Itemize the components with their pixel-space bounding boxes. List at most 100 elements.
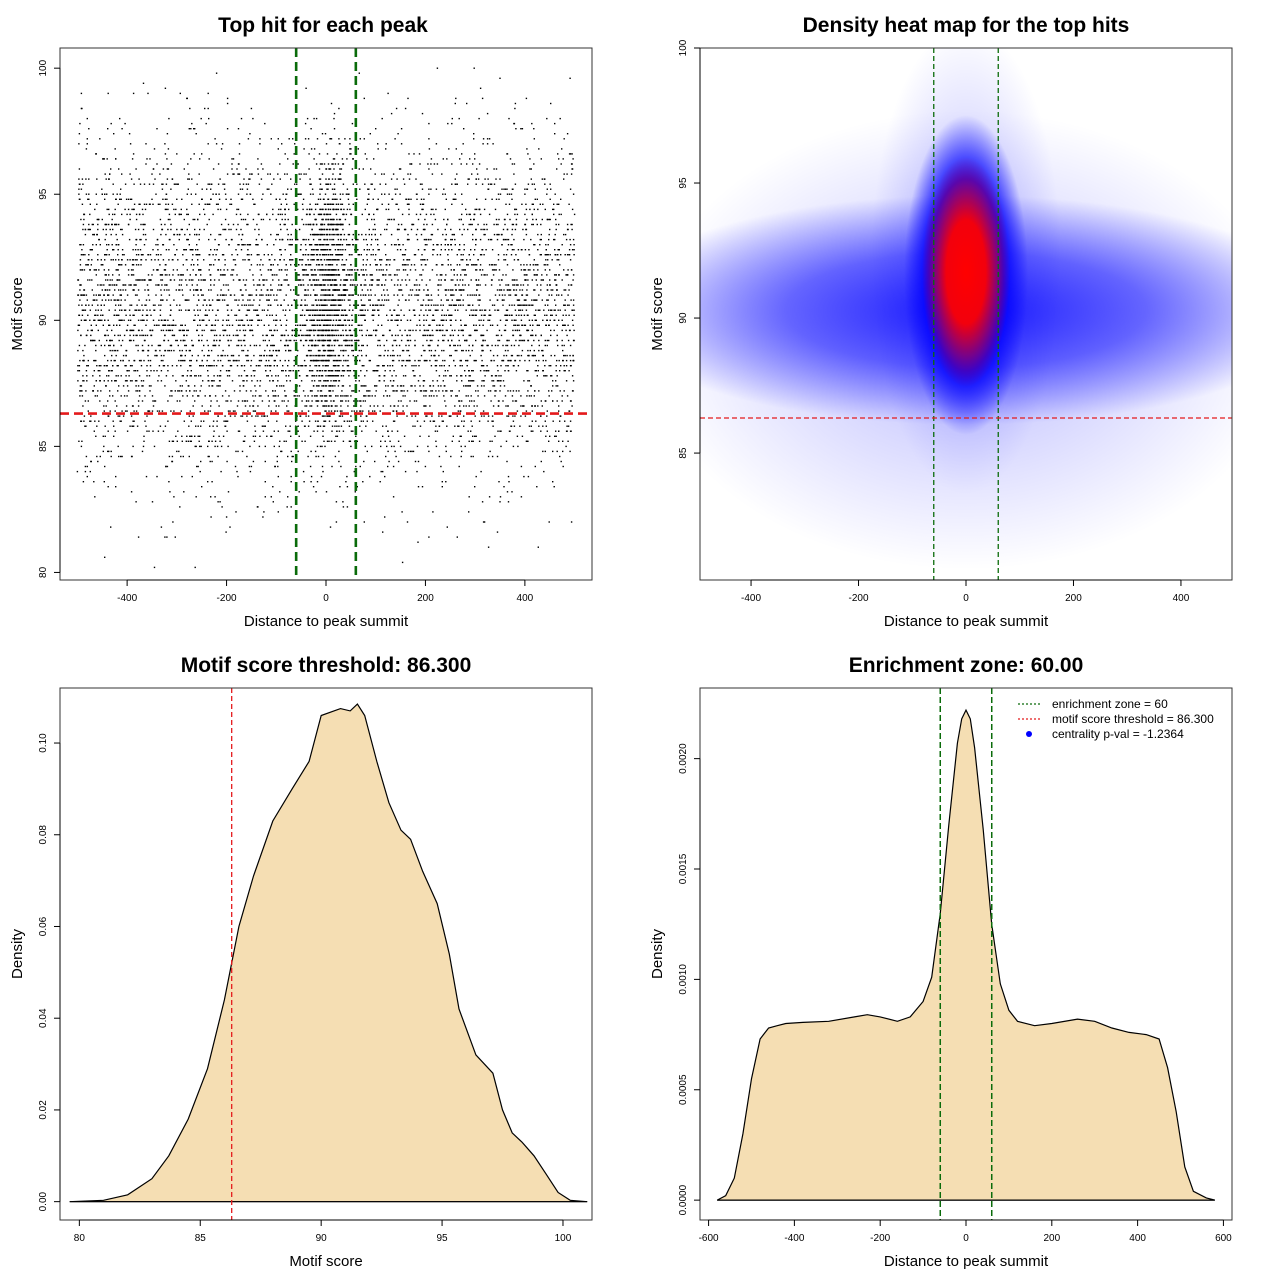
scatter-point [327,289,329,291]
scatter-point [465,405,467,407]
scatter-point [455,289,457,291]
scatter-point [572,193,575,195]
scatter-point [564,289,567,291]
scatter-point [342,501,344,503]
scatter-point [232,334,235,337]
scatter-point [222,349,224,352]
scatter-point [495,218,498,221]
scatter-point [129,314,131,316]
scatter-point [352,354,354,357]
scatter-point [179,349,181,352]
scatter-point [121,233,124,236]
scatter-point [108,344,110,347]
scatter-point [372,228,374,231]
scatter-point [81,178,84,180]
scatter-point [411,289,414,291]
scatter-point [137,344,139,347]
scatter-point [307,259,309,261]
scatter-point [299,339,302,342]
scatter-point [415,178,417,180]
scatter-point [555,430,557,432]
scatter-point [182,254,184,256]
scatter-point [506,264,509,266]
scatter-point [374,309,376,311]
scatter-point [374,233,376,236]
scatter-point [100,259,102,261]
scatter-point [81,440,83,442]
scatter-point [494,435,496,437]
scatter-point [215,193,217,195]
scatter-point [402,405,404,407]
scatter-point [568,304,570,306]
scatter-point [336,198,338,200]
scatter-point [110,455,112,458]
scatter-point [111,380,113,382]
scatter-point [552,400,554,402]
scatter-point [100,309,102,311]
scatter-point [354,339,356,342]
scatter-point [334,420,337,422]
scatter-point [297,163,299,165]
scatter-point [255,294,258,296]
scatter-point [180,324,182,326]
scatter-point [237,344,240,347]
scatter-point [227,304,229,306]
scatter-point [187,440,189,442]
scatter-point [459,228,461,231]
scatter-point [259,294,261,296]
scatter-point [471,349,473,352]
scatter-point [488,309,491,311]
scatter-point [287,430,289,432]
scatter-point [162,324,164,326]
scatter-point [250,359,253,362]
scatter-point [410,294,413,296]
scatter-point [192,254,194,256]
scatter-point [208,299,210,301]
scatter-point [227,370,230,372]
scatter-point [115,158,117,160]
scatter-point [412,329,414,332]
scatter-point [284,218,286,221]
scatter-point [327,365,329,367]
scatter-point [266,299,268,301]
scatter-point [274,400,276,402]
scatter-point [445,319,447,321]
scatter-point [94,314,96,316]
scatter-point [406,521,409,523]
scatter-point [448,365,450,367]
scatter-point [317,455,320,458]
scatter-point [556,400,558,402]
scatter-point [436,380,439,382]
scatter-point [286,173,288,175]
scatter-point [420,390,423,392]
scatter-point [210,400,212,402]
scatter-point [236,329,238,332]
scatter-point [492,420,494,422]
scatter-point [111,223,113,226]
scatter-point [415,400,418,402]
scatter-point [170,349,173,352]
scatter-point [347,395,349,397]
scatter-point [558,440,560,442]
scatter-point [188,309,190,311]
scatter-point [275,395,277,397]
scatter-point [539,254,541,256]
scatter-point [190,128,192,130]
scatter-point [108,254,110,256]
scatter-point [408,213,410,216]
scatter-point [498,400,500,402]
scatter-point [222,228,224,231]
scatter-point [429,309,432,311]
scatter-point [556,339,558,342]
scatter-point [386,269,388,271]
scatter-point [115,475,117,478]
scatter-point [78,133,81,135]
scatter-point [110,526,112,528]
scatter-point [179,274,181,276]
scatter-point [186,97,188,100]
scatter-point [330,349,333,352]
scatter-point [349,208,351,211]
scatter-point [186,395,188,397]
scatter-point [337,309,340,311]
scatter-point [526,289,528,291]
